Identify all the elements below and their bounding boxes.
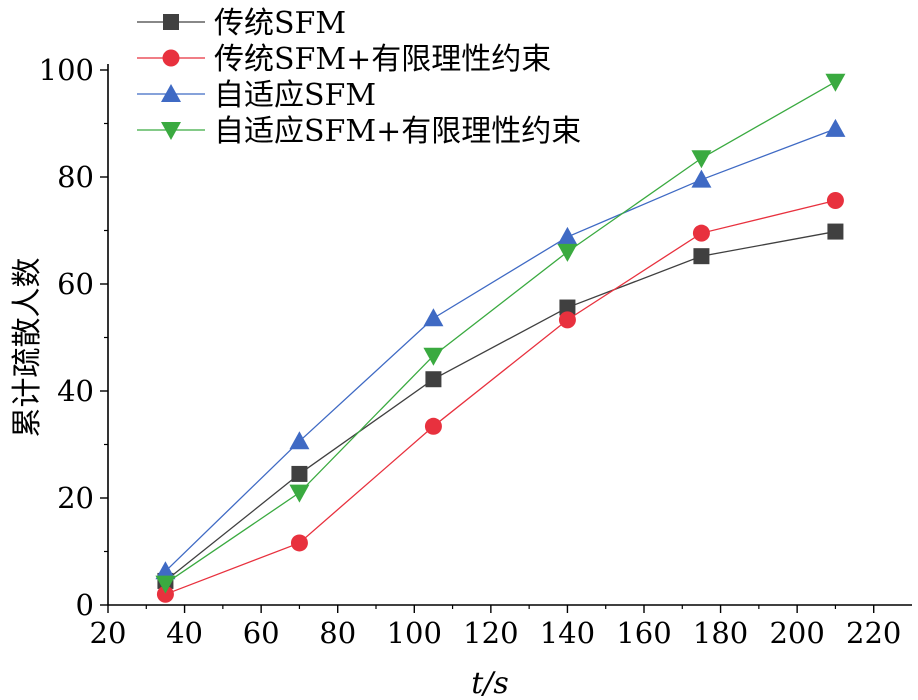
series-group — [155, 73, 846, 603]
y-tick-label: 100 — [39, 53, 94, 87]
series-1 — [157, 223, 844, 589]
series-2-point — [290, 534, 308, 552]
series-1-line — [165, 230, 836, 582]
x-tick-label: 120 — [463, 616, 518, 650]
x-tick-label: 140 — [540, 616, 595, 650]
legend-label: 自适应SFM+有限理性约束 — [214, 114, 581, 149]
series-4-point — [155, 575, 176, 594]
x-tick-label: 60 — [243, 616, 280, 650]
series-3-point — [557, 226, 578, 245]
legend-marker — [163, 14, 179, 30]
legend-marker — [161, 122, 181, 140]
series-2-point — [424, 417, 442, 435]
series-2-line — [165, 199, 836, 595]
x-tick-label: 220 — [846, 616, 901, 650]
series-4-point — [557, 243, 578, 262]
series-1-point — [291, 465, 308, 482]
x-tick-label: 160 — [616, 616, 671, 650]
legend-label: 传统SFM+有限理性约束 — [214, 42, 551, 77]
x-tick-label: 200 — [769, 616, 824, 650]
y-tick-label: 80 — [57, 160, 94, 194]
x-tick-label: 100 — [387, 616, 442, 650]
series-1-point — [559, 299, 576, 316]
series-2-point — [156, 585, 174, 603]
legend-label: 自适应SFM — [214, 78, 376, 113]
x-axis-title: t/s — [471, 666, 509, 700]
series-4-point — [691, 150, 712, 169]
legend-item-1: 传统SFM — [137, 6, 346, 41]
series-2-point — [692, 224, 710, 242]
y-tick-label: 60 — [57, 267, 94, 301]
y-tick-label: 0 — [76, 588, 94, 622]
series-1-point — [827, 223, 844, 240]
series-2 — [156, 192, 844, 603]
y-tick-label: 40 — [57, 374, 94, 408]
legend-marker — [162, 49, 180, 67]
legend-item-4: 自适应SFM+有限理性约束 — [137, 114, 581, 149]
series-3-point — [289, 431, 310, 450]
y-tick-label: 20 — [57, 481, 94, 515]
series-4-point — [825, 73, 846, 92]
y-axis-title: 累计疏散人数 — [10, 258, 45, 438]
series-3-point — [825, 118, 846, 137]
x-tick-label: 180 — [693, 616, 748, 650]
series-3-line — [164, 128, 836, 572]
legend-marker — [161, 84, 181, 102]
legend-item-3: 自适应SFM — [137, 78, 376, 113]
series-4-point — [423, 347, 444, 366]
series-4-point — [289, 484, 310, 503]
legend-label: 传统SFM — [214, 6, 346, 41]
series-4-line — [165, 81, 836, 585]
legend-item-2: 传统SFM+有限理性约束 — [137, 42, 551, 77]
axes: 20 40 60 80 100 120 140 160 180 200 22002040608010… — [39, 53, 912, 650]
series-1-point — [425, 371, 442, 388]
x-tick-label: 20 — [90, 616, 127, 650]
series-1-point — [693, 248, 710, 265]
series-3-point — [155, 561, 176, 580]
x-tick-label: 80 — [319, 616, 356, 650]
series-2-point — [558, 311, 576, 329]
series-3-point — [423, 308, 444, 327]
series-3 — [155, 118, 846, 580]
series-3-point — [691, 169, 712, 188]
x-tick-label: 40 — [166, 616, 203, 650]
series-2-point — [826, 192, 844, 210]
series-4 — [155, 73, 846, 594]
